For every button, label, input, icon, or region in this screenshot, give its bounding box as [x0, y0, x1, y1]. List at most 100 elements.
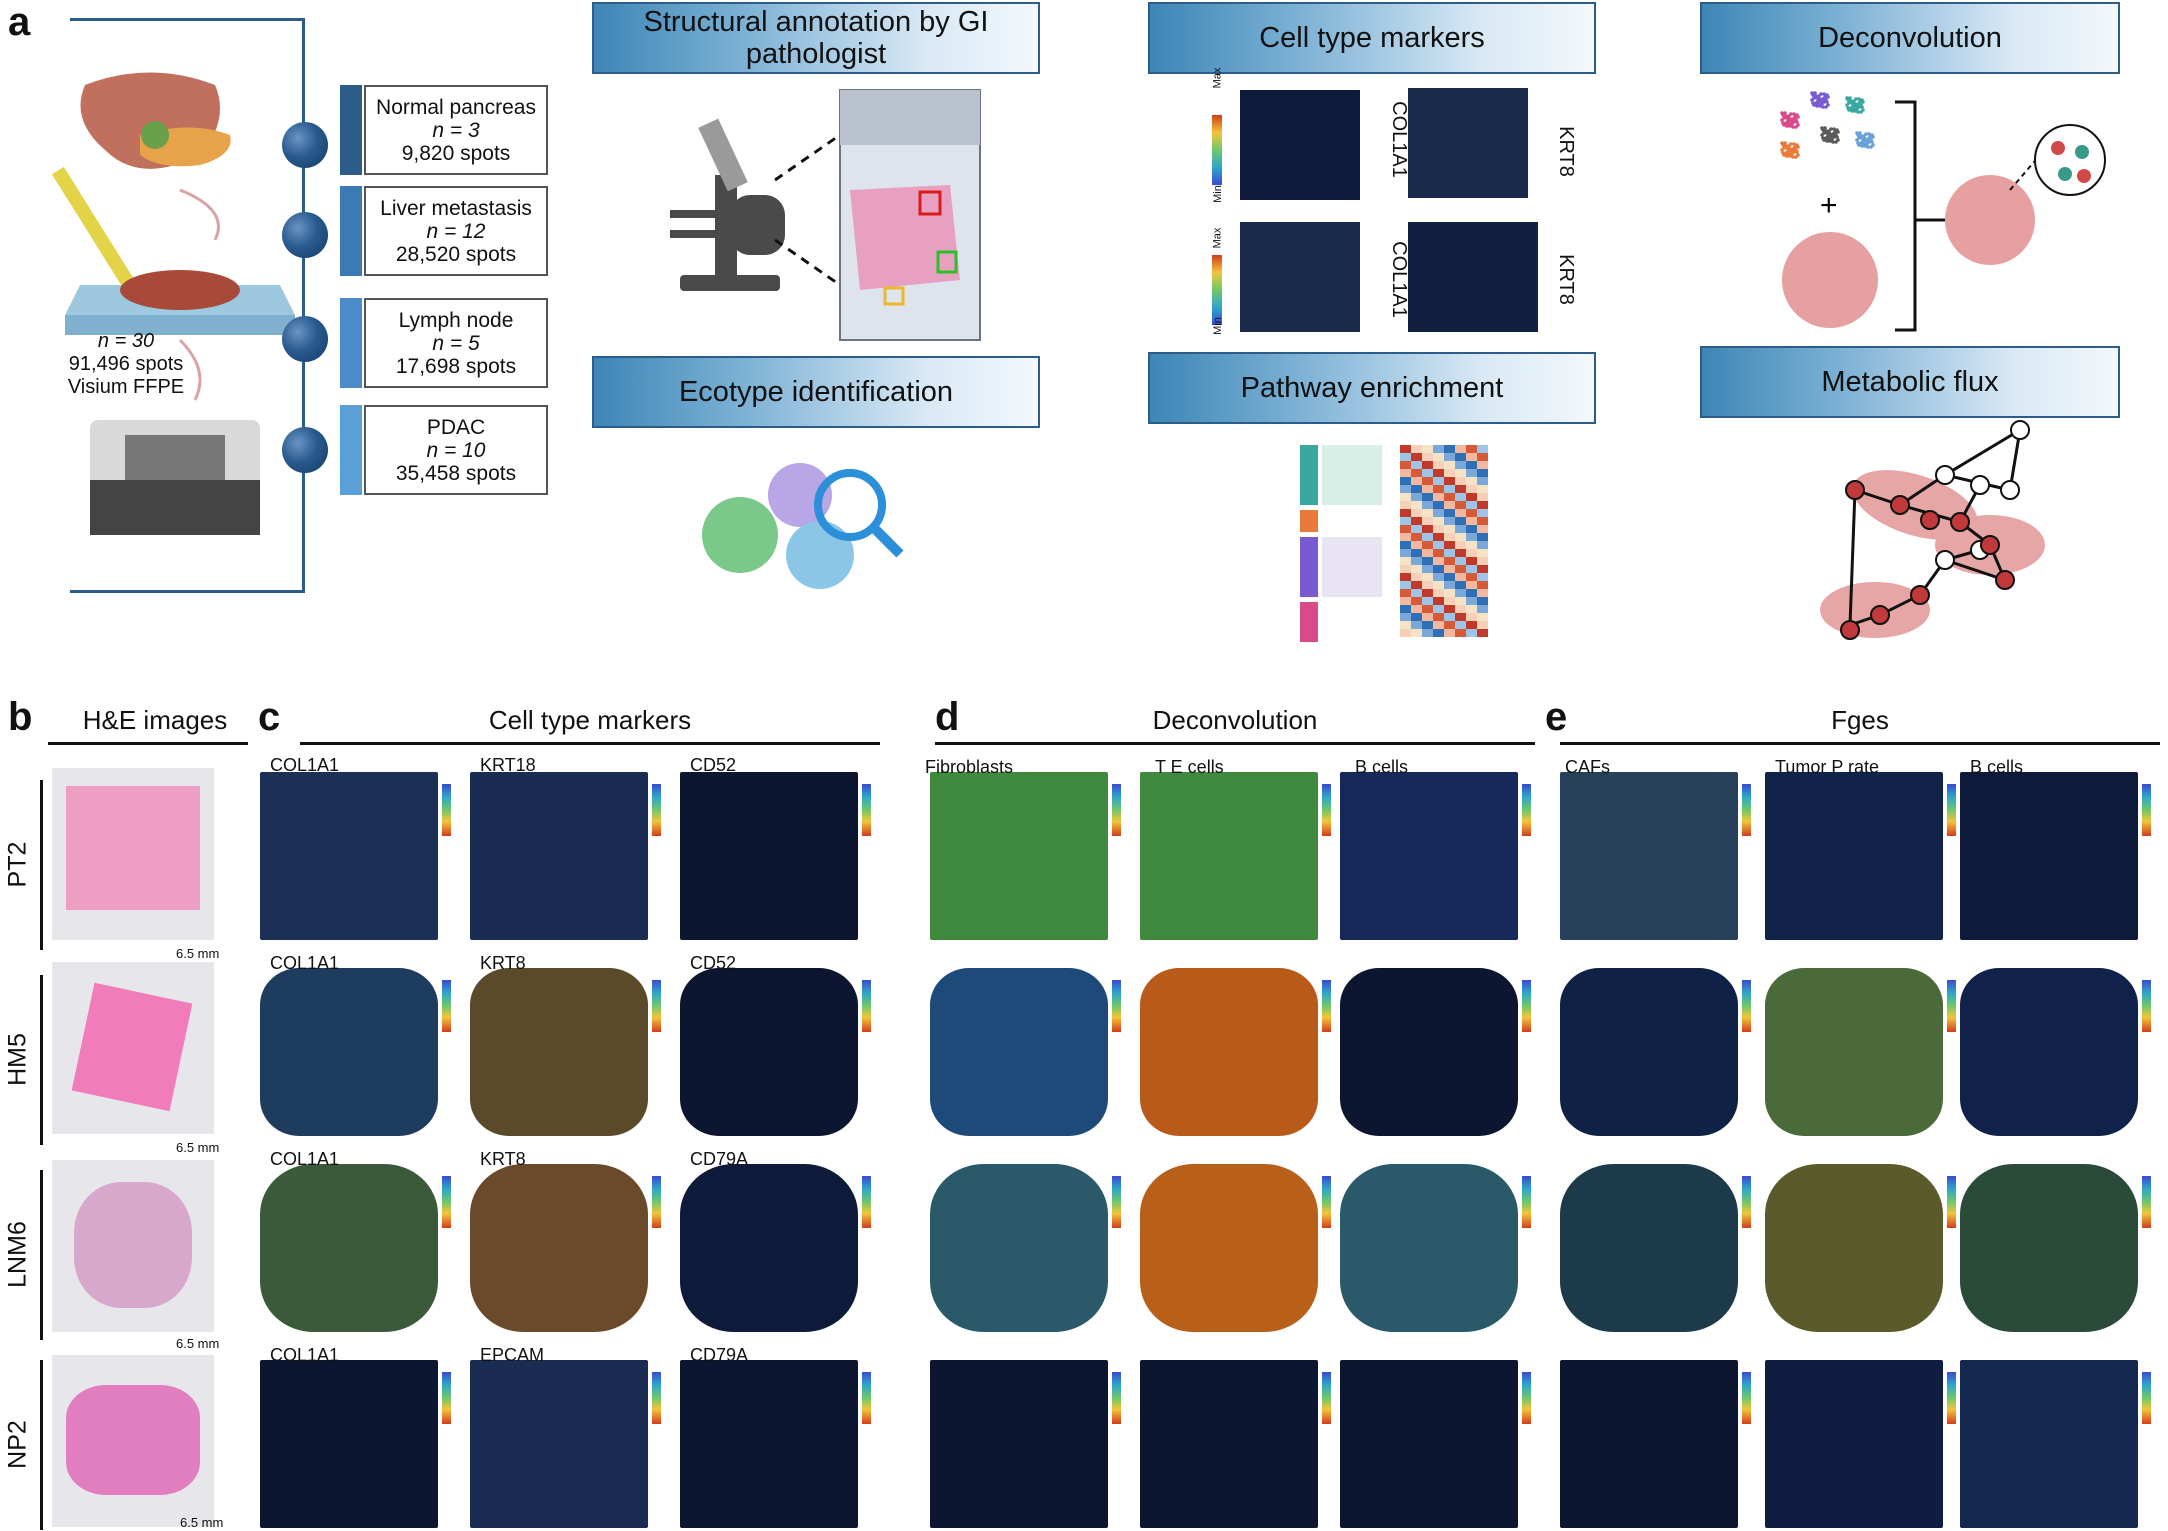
umap-point	[1856, 133, 1860, 137]
heatmap-cell	[1411, 509, 1422, 517]
map-label: CD52	[690, 953, 737, 973]
map-label: Tumor P rate	[1775, 757, 1880, 777]
umap-point	[1791, 125, 1795, 129]
heatmap-cell	[1477, 565, 1488, 573]
heatmap-cell	[1433, 509, 1444, 517]
tissue-sample-icon	[120, 270, 240, 310]
heatmap-cell	[1400, 573, 1411, 581]
heatmap-cell	[1400, 525, 1411, 533]
heatmap-cell	[1477, 557, 1488, 565]
map-label: KRT8	[480, 1149, 526, 1169]
spot-disc-left	[1782, 232, 1878, 328]
marker-gene-label-2: KRT8	[1554, 126, 1577, 177]
umap-point	[1845, 103, 1849, 107]
cohort-box-normal: Normal pancreas n = 3 9,820 spots	[364, 85, 548, 175]
heatmap-cell	[1433, 541, 1444, 549]
heatmap-cell	[1400, 541, 1411, 549]
row-bar-pt2	[40, 780, 43, 950]
heatmap-cell	[1444, 573, 1455, 581]
colorbar-min-2: Min	[1211, 317, 1224, 335]
heatmap-cell	[1411, 453, 1422, 461]
colorbar-min-1: Min	[1211, 185, 1224, 203]
heatmap-cell	[1444, 629, 1455, 637]
umap-point	[1785, 146, 1789, 150]
workflow-illustration	[51, 72, 295, 535]
zoom-spot-icon	[2034, 124, 2106, 196]
spatial-map-tile	[470, 968, 648, 1136]
colorbar	[862, 1176, 871, 1228]
cohort-tab-lymph	[340, 298, 362, 388]
cohort-node-lymph	[282, 316, 328, 362]
spatial-map-tile	[1765, 1360, 1943, 1528]
heatmap-cell	[1400, 501, 1411, 509]
colorbar	[1947, 1176, 1956, 1228]
map-label: CD79A	[690, 1345, 749, 1365]
colorbar	[2142, 980, 2151, 1032]
heatmap-cell	[1477, 509, 1488, 517]
heatmap-cell	[1455, 573, 1466, 581]
heatmap-cell	[1477, 493, 1488, 501]
heatmap-cell	[1411, 621, 1422, 629]
heatmap-cell	[1466, 581, 1477, 589]
banner-deconvolution: Deconvolution	[1700, 2, 2120, 74]
heatmap-cell	[1411, 469, 1422, 477]
heatmap-cell	[1444, 493, 1455, 501]
heatmap-cell	[1466, 613, 1477, 621]
heatmap-cell	[1422, 477, 1433, 485]
heatmap-cell	[1477, 549, 1488, 557]
umap-point	[1810, 98, 1814, 102]
umap-point	[1829, 134, 1833, 138]
colorbar	[1742, 980, 1751, 1032]
spatial-map-tile	[1340, 772, 1518, 940]
heatmap-cell	[1433, 525, 1444, 533]
heatmap-cell	[1422, 461, 1433, 469]
heatmap-cell	[1455, 613, 1466, 621]
umap-point	[1861, 100, 1865, 104]
map-label: COL1A1	[270, 1345, 340, 1365]
heatmap-cell	[1400, 557, 1411, 565]
heatmap-cell	[1400, 445, 1411, 453]
umap-point	[1821, 128, 1825, 132]
heatmap-cell	[1422, 613, 1433, 621]
umap-point	[1863, 144, 1867, 148]
heatmap-cell	[1455, 629, 1466, 637]
spot-disc-right	[1945, 175, 2035, 265]
umap-point	[1815, 104, 1819, 108]
scale-lnm6: 6.5 mm	[176, 1336, 220, 1351]
heatmap-cell	[1477, 469, 1488, 477]
heatmap-cell	[1477, 573, 1488, 581]
heatmap-cell	[1411, 597, 1422, 605]
map-label: CD52	[690, 755, 737, 775]
heatmap-cell	[1455, 565, 1466, 573]
plus-sign: +	[1820, 189, 1838, 222]
umap-point	[1795, 150, 1799, 154]
spatial-map-tile	[1765, 968, 1943, 1136]
marker-map-col1a1-bottom	[1240, 222, 1360, 332]
colorbar	[442, 784, 451, 836]
cohort-node-liver	[282, 212, 328, 258]
heatmap-cell	[1444, 541, 1455, 549]
ecotype-clusters-illustration	[702, 463, 904, 589]
panel-letter-b: b	[8, 695, 33, 739]
title-deconvolution: Deconvolution	[1152, 705, 1318, 735]
heatmap-cell	[1444, 517, 1455, 525]
umap-point	[1820, 133, 1824, 137]
map-label: KRT8	[480, 953, 526, 973]
heatmap-cell	[1411, 485, 1422, 493]
heatmap-cell	[1477, 485, 1488, 493]
umap-point	[1780, 118, 1784, 122]
heatmap-cell	[1411, 573, 1422, 581]
umap-point	[1860, 136, 1864, 140]
colorbar	[1742, 1176, 1751, 1228]
banner-metabolic-flux: Metabolic flux	[1700, 346, 2120, 418]
row-bar-np2	[40, 1360, 43, 1530]
heatmap-cell	[1444, 565, 1455, 573]
heatmap-cell	[1455, 501, 1466, 509]
row-label-np2: NP2	[3, 1420, 32, 1469]
heatmap-cell	[1433, 493, 1444, 501]
umap-point	[1836, 130, 1840, 134]
rule-deconvolution	[935, 742, 1535, 745]
heatmap-cell	[1400, 581, 1411, 589]
heatmap-cell	[1444, 621, 1455, 629]
heatmap-cell	[1422, 573, 1433, 581]
